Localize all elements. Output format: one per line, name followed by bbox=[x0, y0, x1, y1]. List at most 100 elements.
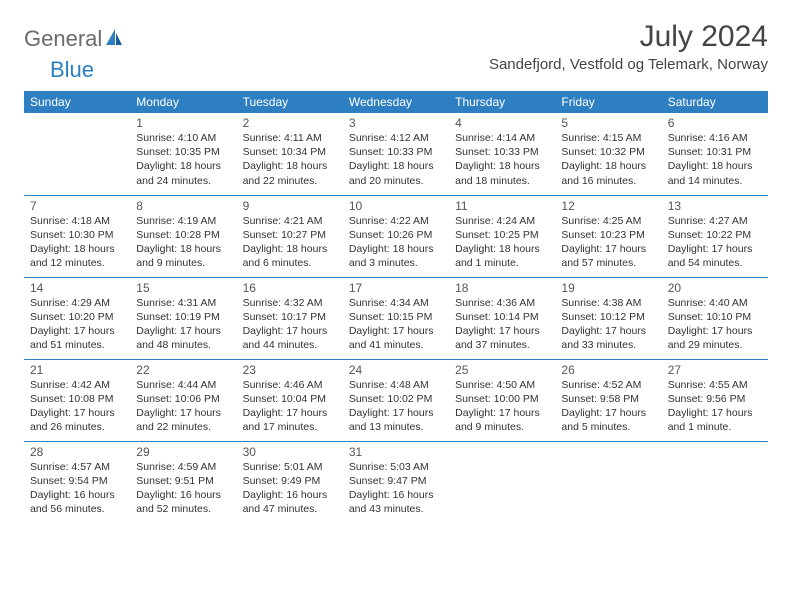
day-info: Sunrise: 4:11 AMSunset: 10:34 PMDaylight… bbox=[243, 131, 337, 188]
day-info-line: Sunset: 9:58 PM bbox=[561, 392, 655, 406]
day-info: Sunrise: 4:10 AMSunset: 10:35 PMDaylight… bbox=[136, 131, 230, 188]
day-info-line: Sunset: 9:56 PM bbox=[668, 392, 762, 406]
calendar-week-row: 1Sunrise: 4:10 AMSunset: 10:35 PMDayligh… bbox=[24, 113, 768, 195]
day-number: 20 bbox=[668, 281, 762, 295]
calendar-day-cell: 6Sunrise: 4:16 AMSunset: 10:31 PMDayligh… bbox=[662, 113, 768, 195]
day-info-line: and 1 minute. bbox=[455, 256, 549, 270]
day-info-line: Daylight: 18 hours bbox=[668, 159, 762, 173]
day-info-line: Sunrise: 4:44 AM bbox=[136, 378, 230, 392]
calendar-day-cell: 30Sunrise: 5:01 AMSunset: 9:49 PMDayligh… bbox=[237, 441, 343, 523]
weekday-header: Saturday bbox=[662, 91, 768, 113]
day-info-line: and 41 minutes. bbox=[349, 338, 443, 352]
day-info-line: Sunrise: 4:32 AM bbox=[243, 296, 337, 310]
day-info-line: Daylight: 17 hours bbox=[668, 406, 762, 420]
day-info-line: Sunrise: 4:50 AM bbox=[455, 378, 549, 392]
day-info-line: Daylight: 17 hours bbox=[561, 324, 655, 338]
day-info-line: Sunrise: 4:48 AM bbox=[349, 378, 443, 392]
calendar-table: Sunday Monday Tuesday Wednesday Thursday… bbox=[24, 91, 768, 523]
day-info-line: and 29 minutes. bbox=[668, 338, 762, 352]
day-info: Sunrise: 5:03 AMSunset: 9:47 PMDaylight:… bbox=[349, 460, 443, 517]
day-info: Sunrise: 4:24 AMSunset: 10:25 PMDaylight… bbox=[455, 214, 549, 271]
day-info-line: Sunset: 10:00 PM bbox=[455, 392, 549, 406]
calendar-day-cell: 4Sunrise: 4:14 AMSunset: 10:33 PMDayligh… bbox=[449, 113, 555, 195]
brand-logo: General bbox=[24, 20, 126, 52]
calendar-day-cell: 24Sunrise: 4:48 AMSunset: 10:02 PMDaylig… bbox=[343, 359, 449, 441]
day-info-line: Sunset: 9:54 PM bbox=[30, 474, 124, 488]
day-info-line: Sunset: 10:26 PM bbox=[349, 228, 443, 242]
day-info-line: Sunset: 10:20 PM bbox=[30, 310, 124, 324]
day-info: Sunrise: 4:42 AMSunset: 10:08 PMDaylight… bbox=[30, 378, 124, 435]
day-info-line: and 33 minutes. bbox=[561, 338, 655, 352]
day-number: 12 bbox=[561, 199, 655, 213]
day-info: Sunrise: 4:19 AMSunset: 10:28 PMDaylight… bbox=[136, 214, 230, 271]
calendar-day-cell: 7Sunrise: 4:18 AMSunset: 10:30 PMDayligh… bbox=[24, 195, 130, 277]
day-info-line: and 1 minute. bbox=[668, 420, 762, 434]
calendar-day-cell: 20Sunrise: 4:40 AMSunset: 10:10 PMDaylig… bbox=[662, 277, 768, 359]
day-info-line: Sunrise: 4:59 AM bbox=[136, 460, 230, 474]
day-info-line: and 47 minutes. bbox=[243, 502, 337, 516]
day-info-line: Sunrise: 4:24 AM bbox=[455, 214, 549, 228]
day-info-line: and 16 minutes. bbox=[561, 174, 655, 188]
day-info-line: Daylight: 17 hours bbox=[243, 324, 337, 338]
day-info-line: Sunrise: 4:21 AM bbox=[243, 214, 337, 228]
day-number: 30 bbox=[243, 445, 337, 459]
day-info-line: and 43 minutes. bbox=[349, 502, 443, 516]
day-info-line: Sunset: 10:23 PM bbox=[561, 228, 655, 242]
day-info-line: Sunset: 10:31 PM bbox=[668, 145, 762, 159]
calendar-day-cell: 31Sunrise: 5:03 AMSunset: 9:47 PMDayligh… bbox=[343, 441, 449, 523]
day-info: Sunrise: 5:01 AMSunset: 9:49 PMDaylight:… bbox=[243, 460, 337, 517]
day-info-line: Sunset: 10:34 PM bbox=[243, 145, 337, 159]
day-info-line: Sunrise: 4:10 AM bbox=[136, 131, 230, 145]
brand-name-1: General bbox=[24, 26, 102, 52]
day-number: 23 bbox=[243, 363, 337, 377]
calendar-day-cell: 19Sunrise: 4:38 AMSunset: 10:12 PMDaylig… bbox=[555, 277, 661, 359]
day-info: Sunrise: 4:14 AMSunset: 10:33 PMDaylight… bbox=[455, 131, 549, 188]
day-info-line: Sunrise: 4:29 AM bbox=[30, 296, 124, 310]
day-info-line: Daylight: 17 hours bbox=[668, 242, 762, 256]
sail-icon bbox=[104, 27, 124, 52]
day-info-line: and 51 minutes. bbox=[30, 338, 124, 352]
calendar-week-row: 7Sunrise: 4:18 AMSunset: 10:30 PMDayligh… bbox=[24, 195, 768, 277]
day-info-line: Sunset: 9:47 PM bbox=[349, 474, 443, 488]
weekday-header: Friday bbox=[555, 91, 661, 113]
day-info-line: and 12 minutes. bbox=[30, 256, 124, 270]
day-info: Sunrise: 4:18 AMSunset: 10:30 PMDaylight… bbox=[30, 214, 124, 271]
day-info: Sunrise: 4:50 AMSunset: 10:00 PMDaylight… bbox=[455, 378, 549, 435]
day-info-line: Daylight: 18 hours bbox=[136, 242, 230, 256]
day-info-line: and 44 minutes. bbox=[243, 338, 337, 352]
day-info-line: Sunrise: 4:42 AM bbox=[30, 378, 124, 392]
day-info: Sunrise: 4:25 AMSunset: 10:23 PMDaylight… bbox=[561, 214, 655, 271]
day-info-line: Daylight: 17 hours bbox=[455, 324, 549, 338]
day-info-line: Sunset: 10:15 PM bbox=[349, 310, 443, 324]
day-info-line: and 57 minutes. bbox=[561, 256, 655, 270]
day-info-line: Daylight: 17 hours bbox=[561, 406, 655, 420]
day-info-line: Daylight: 18 hours bbox=[455, 242, 549, 256]
day-number: 29 bbox=[136, 445, 230, 459]
day-number: 11 bbox=[455, 199, 549, 213]
calendar-day-cell: 11Sunrise: 4:24 AMSunset: 10:25 PMDaylig… bbox=[449, 195, 555, 277]
day-info: Sunrise: 4:52 AMSunset: 9:58 PMDaylight:… bbox=[561, 378, 655, 435]
calendar-day-cell: 10Sunrise: 4:22 AMSunset: 10:26 PMDaylig… bbox=[343, 195, 449, 277]
day-info-line: Sunrise: 5:01 AM bbox=[243, 460, 337, 474]
day-number: 17 bbox=[349, 281, 443, 295]
calendar-day-cell: 8Sunrise: 4:19 AMSunset: 10:28 PMDayligh… bbox=[130, 195, 236, 277]
calendar-day-cell: 21Sunrise: 4:42 AMSunset: 10:08 PMDaylig… bbox=[24, 359, 130, 441]
day-info-line: and 37 minutes. bbox=[455, 338, 549, 352]
day-info: Sunrise: 4:38 AMSunset: 10:12 PMDaylight… bbox=[561, 296, 655, 353]
calendar-day-cell: 27Sunrise: 4:55 AMSunset: 9:56 PMDayligh… bbox=[662, 359, 768, 441]
day-info-line: Daylight: 18 hours bbox=[349, 159, 443, 173]
day-number: 25 bbox=[455, 363, 549, 377]
day-info: Sunrise: 4:27 AMSunset: 10:22 PMDaylight… bbox=[668, 214, 762, 271]
day-info-line: Sunset: 10:25 PM bbox=[455, 228, 549, 242]
calendar-day-cell: 14Sunrise: 4:29 AMSunset: 10:20 PMDaylig… bbox=[24, 277, 130, 359]
brand-name-2: Blue bbox=[24, 57, 94, 82]
day-info-line: Sunset: 9:49 PM bbox=[243, 474, 337, 488]
day-number: 16 bbox=[243, 281, 337, 295]
calendar-week-row: 21Sunrise: 4:42 AMSunset: 10:08 PMDaylig… bbox=[24, 359, 768, 441]
day-info-line: Sunset: 10:22 PM bbox=[668, 228, 762, 242]
calendar-day-cell: 29Sunrise: 4:59 AMSunset: 9:51 PMDayligh… bbox=[130, 441, 236, 523]
calendar-week-row: 14Sunrise: 4:29 AMSunset: 10:20 PMDaylig… bbox=[24, 277, 768, 359]
day-info-line: Sunrise: 4:46 AM bbox=[243, 378, 337, 392]
day-number: 7 bbox=[30, 199, 124, 213]
day-info-line: and 17 minutes. bbox=[243, 420, 337, 434]
